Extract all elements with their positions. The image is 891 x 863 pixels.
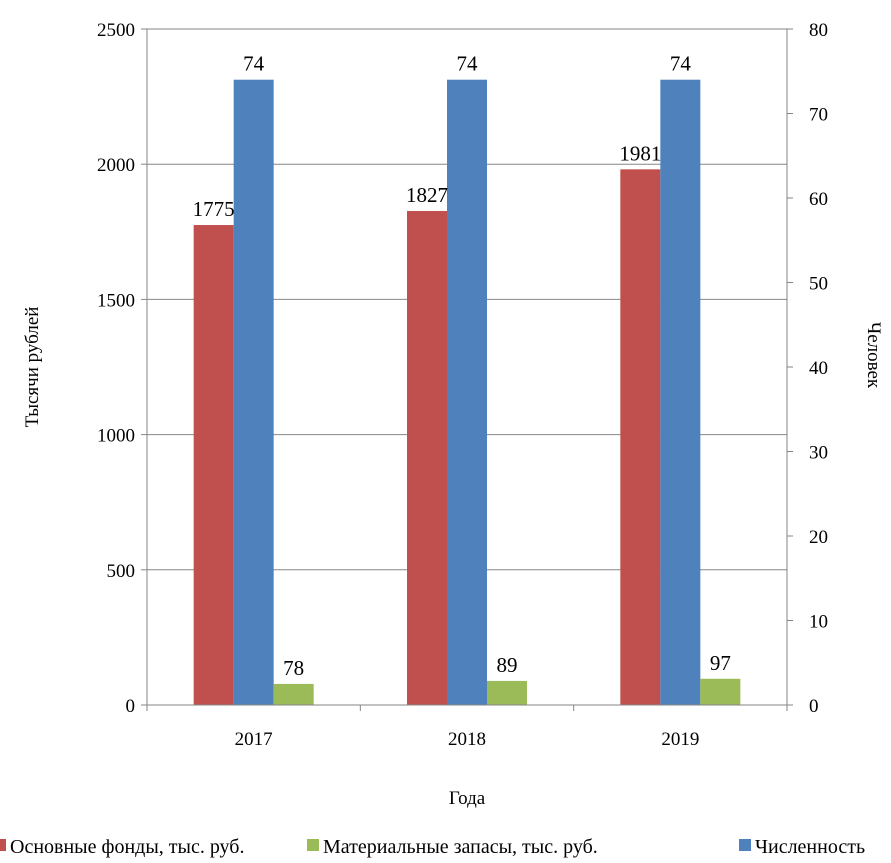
y2-tick-label: 50 <box>809 274 828 295</box>
data-label: 74 <box>670 52 692 76</box>
axes <box>141 28 793 711</box>
bar <box>700 678 741 705</box>
y-tick-label: 1500 <box>97 290 135 311</box>
y2-tick-label: 10 <box>809 612 828 633</box>
x-axis-label: Года <box>449 788 486 809</box>
data-label: 74 <box>243 52 265 76</box>
legend-entry: Материальные запасы, тыс. руб. <box>323 836 598 858</box>
bars <box>193 79 741 706</box>
data-label: 74 <box>457 52 479 76</box>
y2-tick-label: 30 <box>809 443 828 464</box>
bar <box>407 210 447 706</box>
y2-tick-label: 70 <box>809 105 828 126</box>
y2-tick-label: 40 <box>809 358 828 379</box>
data-label: 1981 <box>619 141 661 165</box>
y-tick-label: 2500 <box>97 20 135 41</box>
x-tick-label: 2017 <box>235 729 273 750</box>
bar <box>447 79 487 705</box>
legend-entry: Основные фонды, тыс. руб. <box>10 836 244 858</box>
y-tick-label: 500 <box>107 561 136 582</box>
legend-entry: Численность <box>755 836 865 858</box>
legend-swatch <box>307 839 319 851</box>
y2-tick-label: 20 <box>809 527 828 548</box>
y-tick-label: 0 <box>126 696 136 717</box>
y2-axis-label: Человек <box>863 322 884 389</box>
data-label: 78 <box>283 656 304 680</box>
bar <box>487 680 527 705</box>
y2-tick-label: 0 <box>809 696 819 717</box>
legend-swatch <box>0 839 6 851</box>
x-tick-label: 2018 <box>448 729 486 750</box>
bar <box>193 225 234 706</box>
data-label: 97 <box>710 651 731 675</box>
data-label: 1775 <box>193 197 235 221</box>
x-tick-label: 2019 <box>661 729 699 750</box>
bar <box>233 79 274 705</box>
y-axis-label: Тысячи рублей <box>22 307 43 428</box>
y2-tick-label: 60 <box>809 189 828 210</box>
bar <box>620 169 661 706</box>
legend: Основные фонды, тыс. руб. Материальные за… <box>0 836 865 858</box>
y2-tick-label: 80 <box>809 20 828 41</box>
bar <box>273 683 314 705</box>
bar <box>660 79 701 705</box>
y-tick-label: 1000 <box>97 426 135 447</box>
data-label: 1827 <box>406 183 448 207</box>
data-label: 89 <box>497 653 518 677</box>
tick-labels: 0 500 1000 1500 2000 2500 0 10 20 30 40 50 60 70 80 201… <box>97 20 828 750</box>
data-labels: 1775 1827 1981 74 74 74 78 89 97 <box>193 52 731 680</box>
y-tick-label: 2000 <box>97 155 135 176</box>
legend-swatch <box>739 839 751 851</box>
